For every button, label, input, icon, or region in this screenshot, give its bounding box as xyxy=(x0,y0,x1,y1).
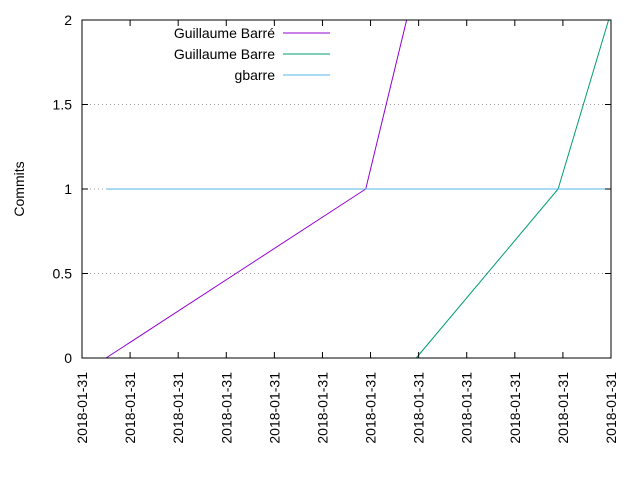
x-tick-label: 2018-01-31 xyxy=(555,372,571,444)
x-tick-label: 2018-01-31 xyxy=(603,372,619,444)
x-tick-label: 2018-01-31 xyxy=(266,372,282,444)
x-tick-label: 2018-01-31 xyxy=(411,372,427,444)
legend-label: Guillaume Barré xyxy=(174,25,275,41)
y-tick-label: 2 xyxy=(64,12,72,28)
legend-label: gbarre xyxy=(235,67,276,83)
x-tick-label: 2018-01-31 xyxy=(170,372,186,444)
x-axis: 2018-01-31 2018-01-31 2018-01-31 2018-01-31… xyxy=(74,20,619,444)
x-tick-label: 2018-01-31 xyxy=(218,372,234,444)
y-tick-label: 0.5 xyxy=(53,266,73,282)
y-tick-label: 0 xyxy=(64,350,72,366)
y-tick-label: 1.5 xyxy=(53,97,73,113)
x-tick-label: 2018-01-31 xyxy=(122,372,138,444)
x-tick-label: 2018-01-31 xyxy=(507,372,523,444)
x-tick-label: 2018-01-31 xyxy=(74,372,90,444)
x-tick-label: 2018-01-31 xyxy=(314,372,330,444)
series-lines xyxy=(105,19,610,359)
y-axis-title: Commits xyxy=(11,161,27,216)
y-tick-label: 1 xyxy=(64,181,72,197)
x-tick-label: 2018-01-31 xyxy=(363,372,379,444)
legend: Guillaume Barré Guillaume Barre gbarre xyxy=(174,25,330,83)
x-tick-label: 2018-01-31 xyxy=(459,372,475,444)
legend-label: Guillaume Barre xyxy=(174,46,275,62)
y-axis: 0 0.5 1 1.5 2 xyxy=(53,12,611,366)
